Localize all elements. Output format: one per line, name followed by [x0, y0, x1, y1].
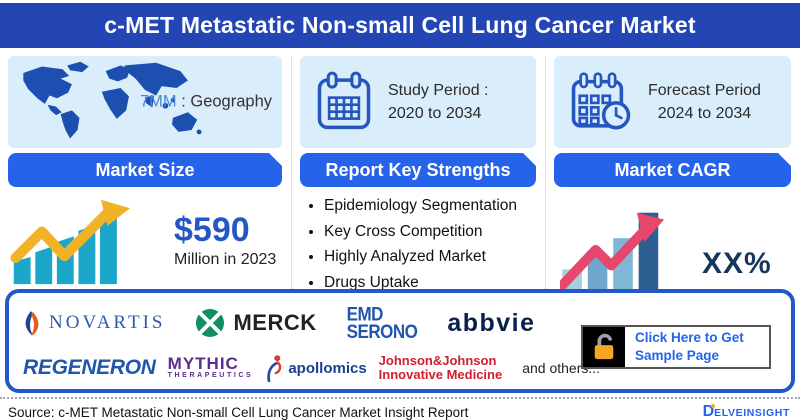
world-map-icon — [23, 61, 202, 139]
apollomics-logo: apollomics — [265, 354, 367, 382]
companies-panel: NOVARTIS MERCK EMD SERONO abbvie REGENER… — [5, 289, 795, 393]
novartis-logo: NOVARTIS — [23, 310, 165, 336]
geography-scope: 7MM — [139, 92, 177, 111]
calendar-icon — [317, 71, 371, 130]
key-strength-item: Drugs Uptake — [324, 274, 536, 292]
key-strength-item: Highly Analyzed Market — [324, 248, 536, 266]
get-sample-page-button[interactable]: Click Here to Get Sample Page — [581, 325, 771, 369]
title-banner: c-MET Metastatic Non-small Cell Lung Can… — [0, 3, 800, 48]
forecast-period-label: Forecast Period 2024 to 2034 — [648, 81, 761, 122]
emd-serono-logo: EMD SERONO — [346, 303, 418, 343]
lock-icon — [583, 327, 625, 367]
key-strengths-list: Epidemiology Segmentation Key Cross Comp… — [300, 197, 536, 292]
column-market-size: 7MM : Geography Market Size $590 Millio — [0, 56, 291, 299]
forecast-period-panel: Forecast Period 2024 to 2034 — [554, 56, 791, 148]
geography-rest: : Geography — [176, 92, 272, 111]
merck-icon — [196, 309, 225, 337]
key-strength-item: Key Cross Competition — [324, 223, 536, 241]
market-size-value: $590 — [174, 210, 250, 249]
delveinsight-logo: D ELVEINSIGHT — [702, 403, 790, 420]
cta-label: Click Here to Get Sample Page — [635, 330, 744, 363]
growth-chart-icon — [10, 199, 130, 285]
key-strength-item: Epidemiology Segmentation — [324, 197, 536, 215]
cagr-chart-icon — [560, 212, 665, 289]
market-cagr-content: XX% — [554, 187, 791, 289]
column-market-cagr: Forecast Period 2024 to 2034 Market CAGR… — [545, 56, 800, 299]
calendar-clock-icon — [571, 72, 631, 130]
geography-panel: 7MM : Geography — [8, 56, 282, 148]
market-size-header: Market Size — [8, 153, 282, 187]
geography-label: 7MM : Geography — [140, 93, 272, 112]
footer: Source: c-MET Metastatic Non-small Cell … — [0, 397, 800, 420]
jnj-logo: Johnson&Johnson Innovative Medicine — [378, 352, 503, 382]
key-strengths-header: Report Key Strengths — [300, 153, 536, 187]
page-title: c-MET Metastatic Non-small Cell Lung Can… — [104, 12, 696, 38]
and-others-label: and others... — [522, 360, 601, 376]
novartis-flame-icon — [25, 311, 39, 336]
market-size-value-block: $590 Million in 2023 — [174, 210, 277, 270]
column-key-strengths: Study Period : 2020 to 2034 Report Key S… — [291, 56, 545, 299]
mythic-logo: MYTHIC THERAPEUTICS — [167, 354, 254, 380]
market-size-caption: Million in 2023 — [174, 251, 277, 269]
merck-logo: MERCK — [195, 308, 316, 338]
main-columns: 7MM : Geography Market Size $590 Millio — [0, 56, 800, 299]
market-cagr-value: XX% — [702, 247, 772, 280]
market-size-content: $590 Million in 2023 — [8, 187, 282, 285]
apollomics-icon — [267, 355, 282, 382]
abbvie-logo: abbvie — [447, 308, 536, 337]
regeneron-logo: REGENERON — [23, 356, 156, 379]
source-label: Source: c-MET Metastatic Non-small Cell … — [8, 404, 469, 420]
logo-row-1: NOVARTIS MERCK EMD SERONO abbvie — [23, 300, 777, 346]
market-cagr-header: Market CAGR — [554, 153, 791, 187]
study-period-panel: Study Period : 2020 to 2034 — [300, 56, 536, 148]
logo-row-2: REGENERON MYTHIC THERAPEUTICS apollomics… — [23, 348, 777, 388]
study-period-label: Study Period : 2020 to 2034 — [388, 81, 489, 122]
